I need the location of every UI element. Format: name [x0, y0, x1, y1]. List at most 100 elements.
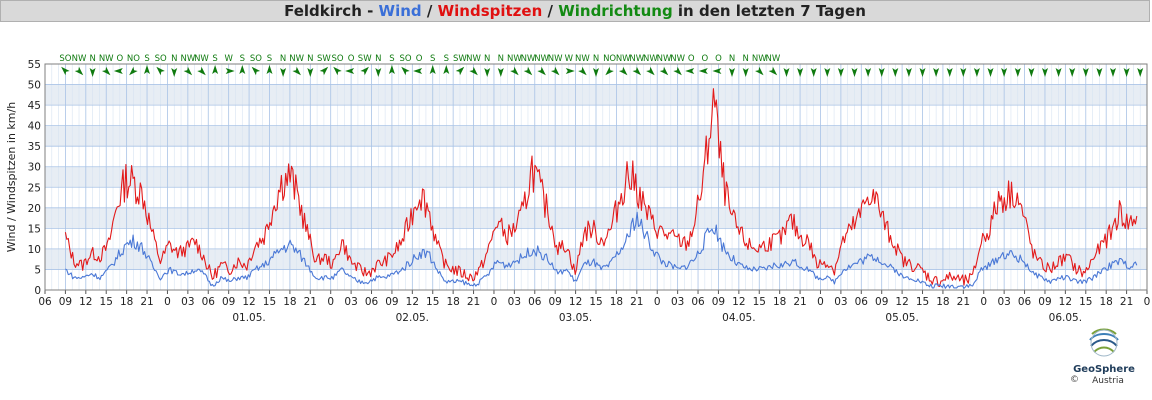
wind-direction-label: SW: [358, 54, 372, 64]
wind-direction-arrow: [565, 68, 575, 74]
arrow-head: [698, 68, 708, 74]
wind-direction-label: W: [224, 54, 233, 64]
arrow-head: [307, 68, 314, 77]
y-tick-label: 5: [34, 264, 41, 276]
arrow-head: [946, 68, 953, 77]
arrow-head: [280, 68, 287, 77]
arrow-head: [1123, 68, 1130, 77]
wind-direction-arrow: [797, 68, 804, 77]
arrow-head: [973, 68, 980, 77]
wind-direction-arrow: [1028, 68, 1035, 77]
arrow-head: [251, 66, 261, 76]
wind-direction-arrow: [388, 65, 395, 74]
x-tick-label: 18: [283, 296, 296, 308]
wind-direction-arrow: [987, 68, 994, 77]
wind-direction-arrow: [345, 68, 355, 74]
wind-direction-arrow: [1110, 68, 1116, 77]
x-tick-label: 21: [304, 296, 317, 308]
arrow-head: [443, 65, 450, 74]
wind-direction-arrow: [156, 66, 165, 76]
x-tick-label: 09: [1038, 296, 1051, 308]
wind-direction-arrow: [593, 68, 599, 77]
geosphere-logo: GeoSphere © Austria: [1070, 328, 1135, 386]
wind-direction-arrow: [469, 66, 478, 76]
arrow-head: [225, 68, 235, 74]
x-tick-label: 18: [120, 296, 133, 308]
y-tick-label: 35: [28, 141, 41, 153]
wind-direction-arrow: [755, 66, 764, 76]
x-tick-label: 21: [793, 296, 806, 308]
wind-direction-arrow: [212, 65, 219, 74]
wind-direction-label: N: [593, 54, 599, 64]
wind-direction-label: SO: [399, 54, 411, 64]
wind-direction-arrow: [197, 66, 206, 76]
arrow-head: [360, 66, 369, 76]
wind-direction-arrow: [74, 66, 84, 76]
wind-direction-arrow: [1096, 68, 1103, 77]
arrow-head: [987, 68, 994, 77]
wind-direction-arrow: [973, 68, 980, 77]
wind-direction-arrow: [892, 68, 899, 77]
wind-direction-arrow: [824, 68, 831, 77]
x-tick-label: 15: [426, 296, 439, 308]
wind-direction-label: N: [171, 54, 177, 64]
wind-direction-arrow: [810, 68, 817, 77]
wind-direction-arrow: [1001, 68, 1008, 77]
arrow-head: [960, 68, 967, 77]
wind-direction-label: O: [688, 54, 695, 64]
arrow-head: [618, 66, 628, 76]
y-tick-label: 50: [28, 80, 41, 92]
wind-direction-arrow: [919, 68, 926, 77]
wind-direction-arrow: [837, 68, 844, 77]
x-tick-label: 03: [997, 296, 1010, 308]
arrow-head: [61, 66, 70, 76]
wind-direction-label: N: [280, 54, 286, 64]
wind-direction-arrow: [646, 66, 655, 76]
wind-direction-label: NW: [99, 54, 114, 64]
wind-direction-label: SW: [453, 54, 467, 64]
x-tick-label: 09: [875, 296, 888, 308]
y-tick-label: 55: [28, 59, 41, 71]
x-tick-label: 0: [327, 296, 334, 308]
wind-direction-arrow: [333, 66, 342, 76]
wind-direction-label: N: [498, 54, 504, 64]
wind-direction-arrow: [698, 68, 708, 74]
arrow-head: [292, 66, 301, 76]
wind-direction-arrow: [659, 66, 669, 76]
x-tick-label: 18: [1099, 296, 1112, 308]
x-tick-label: 0: [1144, 296, 1151, 308]
arrow-head: [89, 68, 96, 77]
arrow-head: [212, 65, 219, 74]
x-tick-label: 09: [548, 296, 561, 308]
wind-direction-label: SO: [331, 54, 343, 64]
wind-direction-arrow: [1042, 68, 1048, 77]
arrow-head: [673, 66, 682, 76]
wind-direction-arrow: [497, 68, 504, 77]
arrow-head: [865, 68, 872, 77]
wind-direction-arrow: [280, 68, 287, 77]
wind-direction-arrow: [742, 68, 749, 77]
wind-direction-label: N: [307, 54, 313, 64]
arrow-head: [183, 66, 193, 76]
wind-direction-label: N: [729, 54, 735, 64]
x-tick-label: 0: [980, 296, 987, 308]
y-tick-label: 45: [28, 100, 41, 112]
logo-name: GeoSphere: [1073, 364, 1135, 375]
wind-direction-arrow: [113, 68, 123, 74]
wind-direction-label: NW: [466, 54, 481, 64]
arrow-head: [783, 68, 790, 77]
wind-direction-arrow: [484, 68, 491, 77]
x-tick-label: 21: [630, 296, 643, 308]
arrow-head: [933, 68, 940, 77]
wind-direction-label: O: [701, 54, 708, 64]
wind-direction-arrow: [960, 68, 967, 77]
x-tick-label: 15: [263, 296, 276, 308]
title-part: in den letzten 7 Tagen: [672, 2, 866, 20]
wind-direction-label: NW: [548, 54, 563, 64]
chart-title: Feldkirch - Wind / Windspitzen / Windric…: [0, 0, 1150, 22]
arrow-head: [345, 68, 355, 74]
arrow-head: [1014, 68, 1021, 77]
y-tick-label: 25: [28, 182, 41, 194]
x-tick-label: 0: [654, 296, 661, 308]
arrow-head: [537, 66, 546, 76]
